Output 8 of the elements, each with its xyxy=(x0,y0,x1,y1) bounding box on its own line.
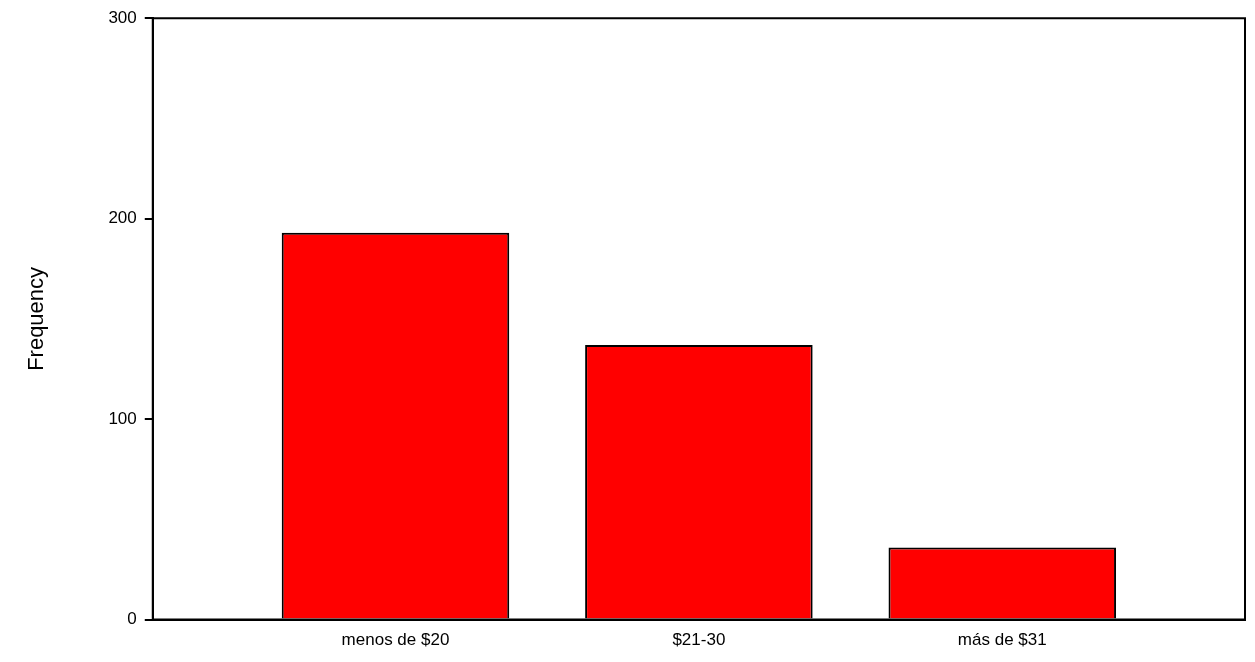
x-tick-label: más de $31 xyxy=(957,630,1047,650)
y-tick-label: 0 xyxy=(127,609,137,629)
y-tick-label: 300 xyxy=(108,7,137,27)
y-tick-label: 100 xyxy=(108,408,137,428)
x-tick-label: $21-30 xyxy=(672,630,726,650)
x-tick-label: menos de $20 xyxy=(341,630,450,650)
y-axis-title: Frequency xyxy=(23,266,49,371)
y-tick-label: 200 xyxy=(108,208,137,228)
